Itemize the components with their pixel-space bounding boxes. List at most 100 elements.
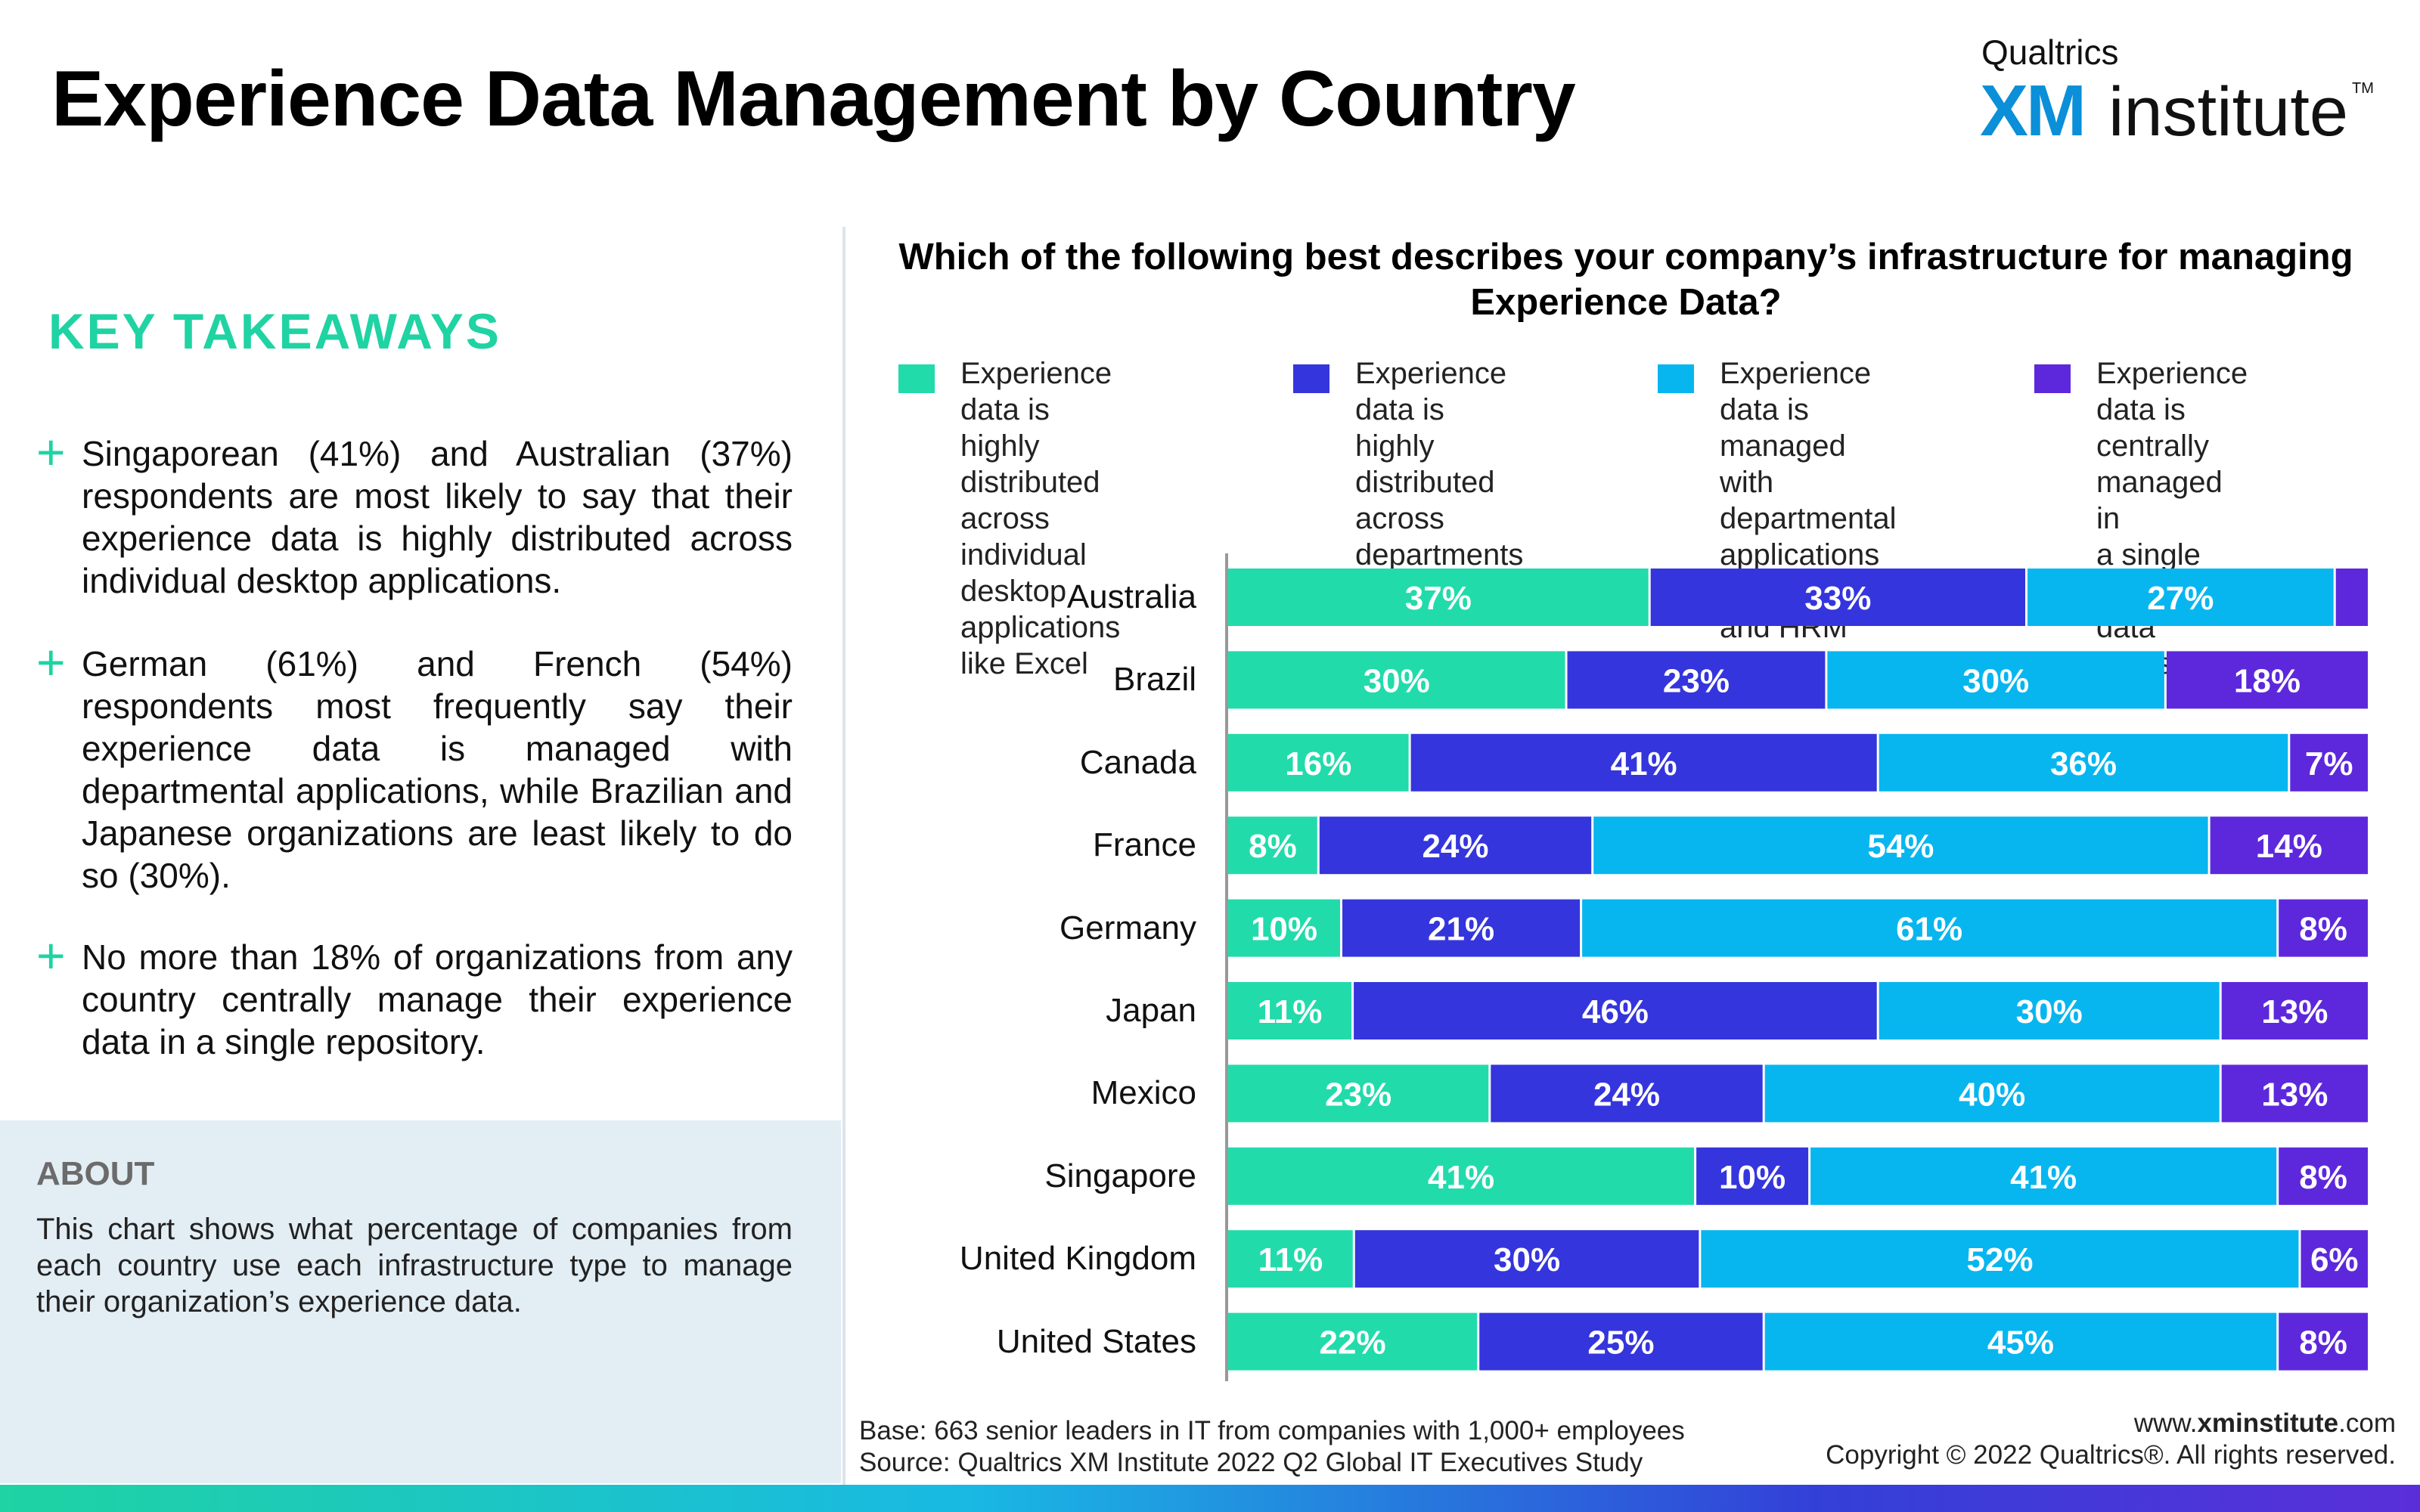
data-label: 10% <box>1719 1159 1786 1196</box>
data-label: 41% <box>1611 745 1677 782</box>
xm-institute-logo: Qualtrics XM institute TM <box>1957 32 2381 151</box>
category-label: Brazil <box>1112 661 1196 699</box>
chart-title: Which of the following best describes yo… <box>898 237 2353 323</box>
data-label: 41% <box>1428 1159 1494 1196</box>
data-label: 11% <box>1258 993 1323 1030</box>
bar-segment <box>2301 1230 2368 1288</box>
category-label: Germany <box>1060 909 1196 947</box>
bar-segment <box>1228 982 1352 1040</box>
category-label: United Kingdom <box>959 1240 1196 1278</box>
page-title: Experience Data Management by Country <box>51 55 1576 143</box>
category-label: Mexico <box>1091 1074 1196 1112</box>
category-label: Canada <box>1079 743 1196 781</box>
about-text: This chart shows what percentage of comp… <box>36 1213 793 1318</box>
bar-segment <box>1764 1312 2277 1371</box>
bar-segment <box>1319 816 1592 875</box>
logo-institute-text: institute <box>2108 73 2349 150</box>
plus-icon: + <box>36 424 66 480</box>
bar-segment <box>1593 816 2208 875</box>
bar-segment <box>2210 816 2368 875</box>
category-label: United States <box>996 1322 1196 1360</box>
bar-segment <box>2290 733 2368 792</box>
bar-segment <box>2221 982 2368 1040</box>
data-label: 30% <box>1494 1241 1560 1278</box>
data-label: 7% <box>2305 745 2353 782</box>
bar-segment <box>1228 1230 1353 1288</box>
data-label: 23% <box>1663 662 1730 699</box>
bar-segment <box>2279 899 2368 957</box>
legend-swatch <box>1658 364 1694 393</box>
data-label: 23% <box>1325 1076 1392 1113</box>
footer-source: Source: Qualtrics XM Institute 2022 Q2 G… <box>859 1448 1643 1477</box>
legend-swatch <box>2034 364 2071 393</box>
takeaway-text: No more than 18% of organizations from a… <box>82 937 793 1061</box>
data-label: 30% <box>1364 662 1430 699</box>
data-label: 61% <box>1896 911 1962 948</box>
data-label: 30% <box>2016 993 2083 1030</box>
data-label: 13% <box>2261 1076 2328 1113</box>
bar-segment <box>2279 1312 2368 1371</box>
data-label: 41% <box>2010 1159 2077 1196</box>
bar-segment <box>1410 733 1877 792</box>
bar-segment <box>1701 1230 2299 1288</box>
about-heading: ABOUT <box>36 1155 155 1192</box>
bar-segment <box>2335 569 2368 626</box>
bottom-gradient-bar <box>0 1485 2420 1512</box>
bar-segment <box>2221 1064 2368 1123</box>
bar-segment <box>1354 982 1877 1040</box>
legend-label: Experience data is managed with department… <box>1720 357 1897 644</box>
data-label: 54% <box>1867 828 1934 865</box>
logo-xm-text: XM <box>1980 70 2086 151</box>
legend-label: Experience data is highly distributed acro… <box>960 357 1121 680</box>
bar-segment <box>1879 733 2288 792</box>
category-label: Singapore <box>1044 1157 1196 1194</box>
takeaway-item: + German (61%) and French (54%) responde… <box>36 634 793 897</box>
data-label: 45% <box>1987 1325 2054 1362</box>
bar-segment <box>1354 1230 1699 1288</box>
data-label: 8% <box>2299 911 2347 948</box>
data-label: 6% <box>2310 1241 2359 1278</box>
data-label: 24% <box>1593 1076 1660 1113</box>
key-takeaways-panel: KEY TAKEAWAYS + Singaporean (41%) and Au… <box>0 227 841 1119</box>
url-domain: xminstitute <box>2197 1408 2339 1438</box>
data-label: 16% <box>1285 745 1351 782</box>
logo-qualtrics-text: Qualtrics <box>1981 33 2119 72</box>
footer-url[interactable]: www.xminstitute.com <box>1826 1408 2396 1439</box>
plus-icon: + <box>36 928 66 984</box>
bar-segment <box>1696 1147 1809 1205</box>
about-panel: ABOUT This chart shows what percentage o… <box>0 1120 841 1483</box>
key-takeaways-heading: KEY TAKEAWAYS <box>48 303 501 359</box>
bar-segment <box>1342 899 1581 957</box>
data-label: 46% <box>1582 993 1649 1030</box>
takeaway-text: Singaporean (41%) and Australian (37%) r… <box>82 434 793 600</box>
bar-segment <box>1582 899 2277 957</box>
bar-segment <box>1228 816 1317 875</box>
bar-segment <box>1810 1147 2277 1205</box>
data-label: 8% <box>2299 1159 2347 1196</box>
legend-label: Experience data is highly distributed acro… <box>1355 357 1524 608</box>
bar-segment <box>1491 1064 1763 1123</box>
footer-copyright: Copyright © 2022 Qualtrics®. All rights … <box>1826 1440 2396 1470</box>
bar-segment <box>1567 651 1826 709</box>
takeaway-item: + No more than 18% of organizations from… <box>36 928 793 1063</box>
bar-segment <box>1764 1064 2220 1123</box>
category-label: France <box>1093 826 1196 864</box>
takeaway-text: German (61%) and French (54%) respondent… <box>82 644 793 895</box>
logo-trademark: TM <box>2352 80 2374 97</box>
bar-segment <box>1228 651 1565 709</box>
panel-divider <box>842 227 845 1497</box>
data-label: 40% <box>1959 1076 2025 1113</box>
bar-segment <box>1228 1147 1695 1205</box>
footer-base: Base: 663 senior leaders in IT from comp… <box>859 1416 1685 1445</box>
data-label: 30% <box>1962 662 2029 699</box>
y-axis-line <box>1225 553 1228 1381</box>
url-suffix: .com <box>2338 1408 2396 1438</box>
plus-icon: + <box>36 634 66 690</box>
legend-swatch <box>898 364 935 393</box>
legend-swatch <box>1293 364 1329 393</box>
category-label: Australia <box>1066 578 1196 615</box>
data-label: 36% <box>2050 745 2117 782</box>
category-label: Japan <box>1106 992 1196 1029</box>
data-label: 10% <box>1251 911 1317 948</box>
data-label: 14% <box>2256 828 2322 865</box>
